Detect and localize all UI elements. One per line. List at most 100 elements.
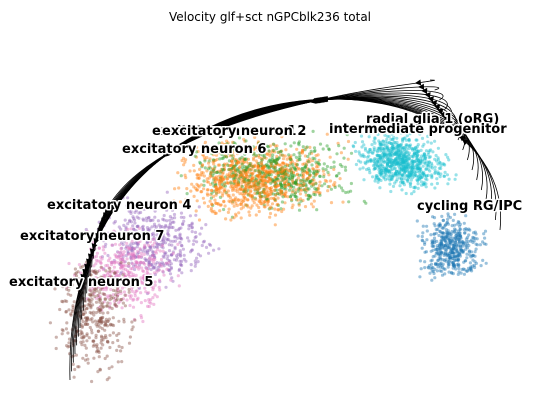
cell-point xyxy=(108,298,112,302)
cell-point xyxy=(114,274,118,278)
cell-point xyxy=(99,261,103,265)
cell-point xyxy=(117,234,121,238)
cell-point xyxy=(253,185,257,189)
cell-point xyxy=(314,160,318,164)
cell-point xyxy=(91,303,95,307)
cell-point xyxy=(275,172,279,176)
cell-point xyxy=(407,162,411,166)
cell-point xyxy=(141,261,146,265)
cell-point xyxy=(402,160,406,164)
cell-point xyxy=(130,282,134,286)
cell-point xyxy=(153,293,157,297)
cell-point xyxy=(276,179,281,183)
cell-point xyxy=(451,272,455,276)
cell-point xyxy=(310,184,314,188)
cell-point xyxy=(239,144,243,148)
cell-point xyxy=(259,161,264,165)
cluster-label-cycling-rg-ipc: cycling RG/IPC xyxy=(417,199,522,214)
cell-point xyxy=(300,148,305,152)
cell-point xyxy=(419,176,423,180)
cell-point xyxy=(216,202,220,206)
cell-point xyxy=(117,238,121,242)
cell-point xyxy=(446,265,450,269)
cell-point xyxy=(230,215,234,219)
cell-point xyxy=(423,161,427,165)
cell-point xyxy=(99,307,103,311)
cell-point xyxy=(397,154,401,158)
cell-point xyxy=(238,170,242,175)
cell-point xyxy=(261,175,265,179)
cell-point xyxy=(218,190,222,194)
cell-point xyxy=(410,172,414,176)
cell-point xyxy=(456,237,460,241)
cell-point xyxy=(425,238,429,242)
cell-point xyxy=(409,181,413,185)
cell-point xyxy=(377,159,381,163)
cell-point xyxy=(225,142,229,146)
cell-point xyxy=(383,172,387,177)
cell-point xyxy=(222,162,227,166)
cell-point xyxy=(397,169,401,173)
cell-point xyxy=(253,188,257,192)
cell-point xyxy=(431,255,435,259)
cell-point xyxy=(226,189,230,193)
cell-point xyxy=(279,170,283,174)
cell-point xyxy=(295,147,299,151)
cell-point xyxy=(120,297,124,302)
cell-point xyxy=(84,322,88,326)
cell-point xyxy=(252,153,256,157)
cell-point xyxy=(110,323,114,327)
cell-point xyxy=(293,180,297,184)
cell-point xyxy=(269,170,273,174)
cell-point xyxy=(308,179,312,184)
cell-point xyxy=(314,188,318,192)
cell-point xyxy=(214,193,218,197)
cell-point xyxy=(216,169,221,173)
cell-point xyxy=(127,209,131,213)
cell-point xyxy=(286,171,290,175)
cell-point xyxy=(208,166,212,170)
cell-point xyxy=(461,249,465,253)
cell-point xyxy=(272,142,276,146)
cell-point xyxy=(113,296,117,301)
cell-point xyxy=(99,275,103,279)
cell-point xyxy=(262,153,266,157)
cell-point xyxy=(102,267,106,271)
cell-point xyxy=(116,256,120,260)
cell-point xyxy=(122,271,126,275)
cell-point xyxy=(405,165,409,169)
cell-point xyxy=(379,178,383,183)
cell-point xyxy=(394,179,398,183)
cell-point xyxy=(412,174,416,178)
cell-point xyxy=(273,164,277,168)
cell-point xyxy=(101,281,105,285)
cell-point xyxy=(234,173,238,177)
cell-point xyxy=(425,160,429,164)
cell-point xyxy=(452,246,456,250)
cell-point xyxy=(280,185,284,190)
cell-point xyxy=(411,155,415,159)
cell-point xyxy=(171,220,175,224)
cell-point xyxy=(267,193,271,197)
cell-point xyxy=(436,170,440,174)
cell-point xyxy=(81,340,85,344)
cell-point xyxy=(85,318,89,322)
cell-point xyxy=(440,238,444,242)
cell-point xyxy=(389,157,393,161)
cell-point xyxy=(427,160,431,164)
cell-point xyxy=(231,198,235,202)
cell-point xyxy=(223,154,227,158)
cell-point xyxy=(378,149,382,153)
cell-point xyxy=(256,173,260,177)
cell-point xyxy=(177,267,182,271)
cell-point xyxy=(384,171,388,175)
cell-point xyxy=(383,140,388,144)
cell-point xyxy=(158,261,162,265)
cell-point xyxy=(402,148,406,152)
cell-point xyxy=(127,246,131,250)
cell-point xyxy=(129,279,133,283)
cell-point xyxy=(374,174,378,178)
cell-point xyxy=(427,149,431,153)
cell-point xyxy=(274,157,278,161)
cell-point xyxy=(385,162,389,166)
